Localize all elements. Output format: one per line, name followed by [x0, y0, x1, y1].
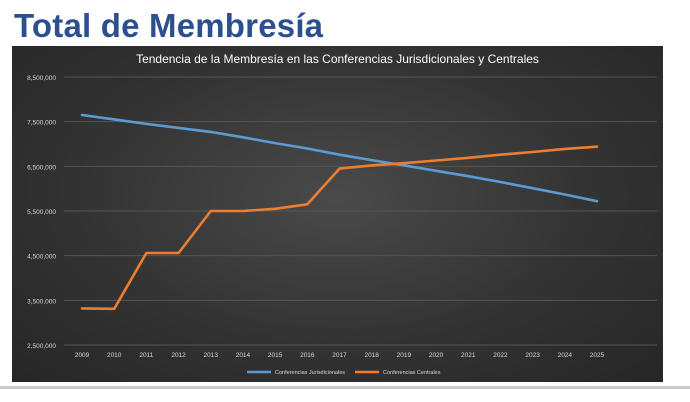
y-tick-label: 8,500,000 [27, 75, 56, 82]
y-tick-label: 2,500,000 [27, 343, 56, 350]
x-tick-label: 2012 [171, 352, 186, 359]
grid-lines [64, 76, 657, 346]
x-tick-label: 2010 [107, 352, 122, 359]
x-tick-label: 2021 [461, 352, 476, 359]
x-tick-label: 2015 [268, 352, 283, 359]
y-tick-label: 6,500,000 [27, 164, 56, 171]
series-line-jurisdicionales [80, 113, 599, 203]
legend-label: Conferencias Jurisdicionales [275, 370, 345, 376]
x-tick-label: 2024 [558, 352, 573, 359]
slide-divider [0, 386, 690, 389]
x-tick-label: 2020 [429, 352, 444, 359]
x-tick-label: 2014 [236, 352, 251, 359]
x-tick-label: 2011 [139, 352, 153, 359]
x-axis-ticks: 2009 2010 2011 2012 2013 2014 2015 2016 2017 2018… [75, 352, 605, 359]
series-line-centrales [80, 145, 599, 311]
chart-panel: Tendencia de la Membresía en las Confere… [12, 46, 663, 382]
legend: Conferencias Jurisdicionales Conferencias… [247, 370, 441, 376]
x-tick-label: 2018 [364, 352, 379, 359]
x-tick-label: 2019 [397, 352, 412, 359]
x-tick-label: 2017 [332, 352, 347, 359]
line-chart: 2,500,000 3,500,000 4,500,000 5,500,000 6,50… [27, 75, 657, 376]
y-tick-label: 5,500,000 [27, 209, 56, 216]
x-tick-label: 2023 [525, 352, 540, 359]
y-tick-label: 7,500,000 [27, 120, 56, 127]
series-lines [80, 113, 599, 311]
chart-title: Tendencia de la Membresía en las Confere… [136, 52, 539, 66]
x-tick-label: 2013 [204, 352, 219, 359]
x-tick-label: 2016 [300, 352, 315, 359]
x-tick-label: 2009 [75, 352, 90, 359]
slide-title: Total de Membresía [14, 7, 324, 44]
y-tick-label: 3,500,000 [27, 298, 56, 305]
x-tick-label: 2025 [590, 352, 605, 359]
legend-label: Conferencias Centrales [383, 370, 441, 376]
x-tick-label: 2022 [493, 352, 508, 359]
y-axis-ticks: 2,500,000 3,500,000 4,500,000 5,500,000 6,50… [27, 75, 56, 350]
y-tick-label: 4,500,000 [27, 254, 56, 261]
